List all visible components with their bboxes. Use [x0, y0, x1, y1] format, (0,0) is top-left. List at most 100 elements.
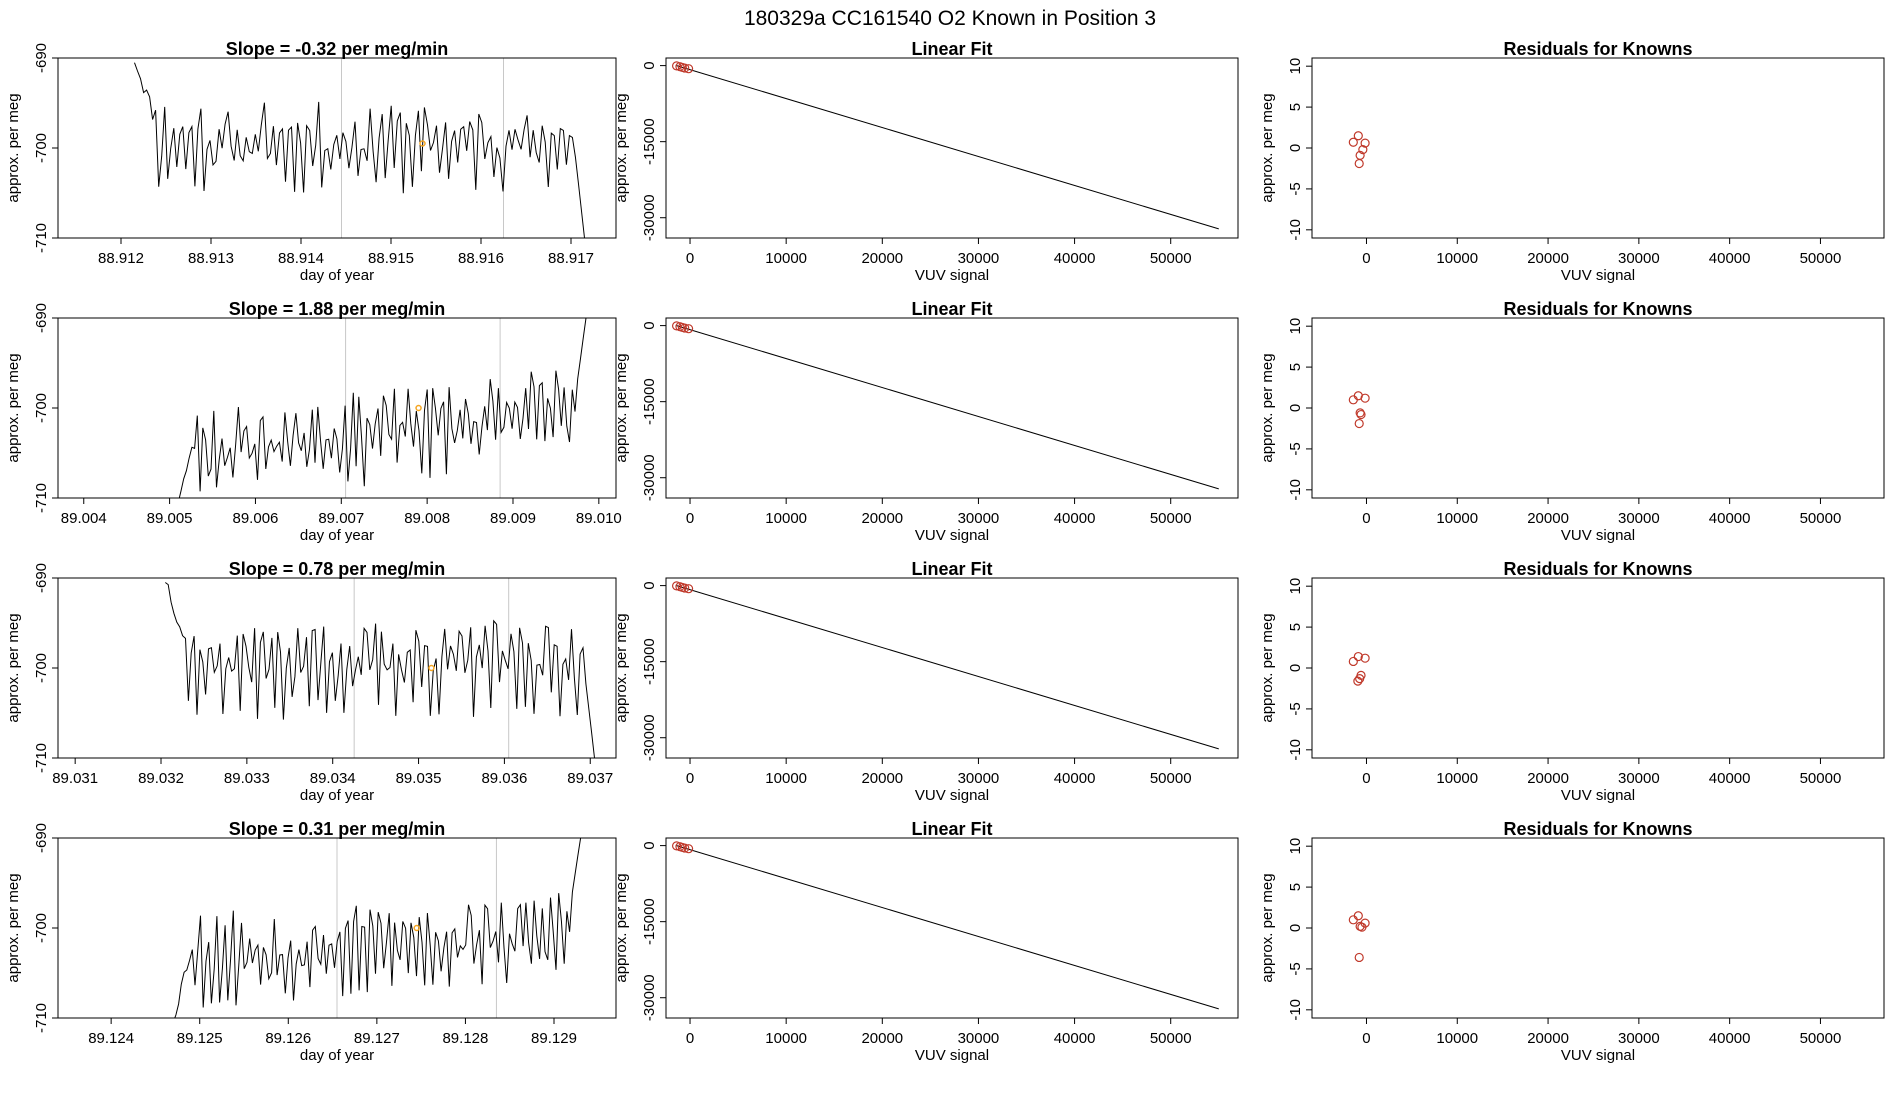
x-tick-label: 50000: [1800, 250, 1842, 267]
y-axis-label: approx. per meg: [5, 93, 22, 202]
panel-time-1: Slope = -0.32 per meg/min 88.912 88.913 88.…: [5, 39, 617, 284]
x-tick-label: 0: [1362, 250, 1370, 267]
x-tick-label: 50000: [1150, 250, 1192, 267]
x-tick-label: 20000: [861, 250, 903, 267]
x-tick-label: 20000: [861, 1030, 903, 1047]
x-tick-label: 50000: [1800, 1030, 1842, 1047]
y-axis-label: approx. per meg: [613, 353, 630, 462]
data-point: [671, 321, 682, 331]
mean-marker: [415, 404, 422, 412]
x-tick-label: 50000: [1800, 510, 1842, 527]
plot-frame: [1311, 837, 1885, 1019]
data-point: [1355, 408, 1365, 418]
data-point: [1348, 395, 1358, 405]
fit-line: [676, 845, 1219, 1010]
panel-title: Linear Fit: [911, 39, 992, 59]
data-point: [680, 843, 690, 853]
plot-frame: [57, 57, 617, 239]
mean-marker: [428, 664, 435, 672]
x-axis-label: VUV signal: [1561, 527, 1635, 544]
y-axis-label: approx. per meg: [1259, 613, 1276, 722]
panel-fit-2: Linear Fit 0 10000 20000 30000 40000 50000 0 -15…: [613, 299, 1239, 544]
x-axis-label: VUV signal: [915, 267, 989, 284]
data-point: [1354, 952, 1364, 963]
y-tick-label: -5: [1287, 442, 1304, 455]
x-axis-label: VUV signal: [915, 527, 989, 544]
x-tick-label: 89.129: [531, 1030, 577, 1047]
plot-area: [174, 838, 582, 1018]
panel-resid-2: Residuals for Knowns 0 10000 20000 30000 4000…: [1259, 299, 1885, 544]
x-tick-label: 0: [1362, 770, 1370, 787]
y-tick-label: -710: [33, 743, 50, 773]
plot-frame: [57, 577, 617, 759]
panel-title: Slope = 1.88 per meg/min: [229, 299, 446, 319]
y-tick-label: -30000: [641, 714, 658, 761]
y-tick-label: 10: [1287, 318, 1304, 335]
plot-area: [165, 578, 595, 758]
x-axis-label: day of year: [300, 1047, 374, 1064]
y-tick-label: -690: [33, 823, 50, 853]
data-point: [1356, 409, 1366, 420]
data-point: [680, 63, 690, 73]
fit-line: [676, 65, 1219, 230]
x-tick-label: 20000: [861, 510, 903, 527]
y-tick-label: -710: [33, 483, 50, 513]
x-tick-label: 0: [686, 250, 694, 267]
x-tick-label: 89.036: [481, 770, 527, 787]
x-axis-label: VUV signal: [915, 787, 989, 804]
x-axis-label: day of year: [300, 787, 374, 804]
data-line: [178, 318, 587, 498]
x-tick-label: 40000: [1709, 770, 1751, 787]
x-tick-label: 40000: [1709, 250, 1751, 267]
x-tick-label: 89.125: [177, 1030, 223, 1047]
x-tick-label: 0: [686, 770, 694, 787]
y-tick-label: -690: [33, 563, 50, 593]
y-axis-label: approx. per meg: [5, 613, 22, 722]
y-tick-label: 5: [1287, 103, 1304, 111]
data-point: [1360, 918, 1370, 928]
x-tick-label: 20000: [1527, 510, 1569, 527]
data-point: [1360, 393, 1370, 403]
panel-title: Residuals for Knowns: [1503, 819, 1692, 839]
panel-fit-4: Linear Fit 0 10000 20000 30000 40000 50000 0 -15…: [613, 819, 1239, 1064]
plot-frame: [57, 837, 617, 1019]
panel-time-2: Slope = 1.88 per meg/min 89.004 89.005 89.0…: [5, 299, 622, 544]
panel-resid-1: Residuals for Knowns 0 10000 20000 30000 4000…: [1259, 39, 1885, 284]
y-tick-label: -5: [1287, 182, 1304, 195]
x-tick-label: 30000: [958, 770, 1000, 787]
x-tick-label: 89.004: [61, 510, 107, 527]
y-tick-label: -15000: [641, 898, 658, 945]
y-axis-label: approx. per meg: [1259, 873, 1276, 982]
x-tick-label: 40000: [1054, 250, 1096, 267]
data-line: [134, 62, 585, 238]
x-tick-label: 89.034: [310, 770, 356, 787]
x-tick-label: 40000: [1054, 510, 1096, 527]
data-point: [1354, 158, 1364, 169]
plot-frame: [1311, 317, 1885, 499]
x-tick-label: 89.031: [52, 770, 98, 787]
plot-frame: [665, 57, 1239, 239]
data-point: [1355, 674, 1365, 684]
panel-title: Residuals for Knowns: [1503, 39, 1692, 59]
data-point: [671, 581, 682, 591]
x-tick-label: 89.009: [490, 510, 536, 527]
y-tick-label: 0: [641, 321, 658, 329]
data-point: [683, 324, 694, 334]
x-tick-label: 40000: [1054, 1030, 1096, 1047]
y-tick-label: 10: [1287, 58, 1304, 75]
x-tick-label: 0: [1362, 1030, 1370, 1047]
x-tick-label: 10000: [765, 770, 807, 787]
y-tick-label: -15000: [641, 638, 658, 685]
plot-frame: [1311, 57, 1885, 239]
x-tick-label: 0: [686, 1030, 694, 1047]
x-tick-label: 40000: [1709, 1030, 1751, 1047]
y-axis-label: approx. per meg: [5, 353, 22, 462]
x-tick-label: 89.005: [147, 510, 193, 527]
data-point: [1348, 137, 1358, 147]
y-tick-label: -15000: [641, 378, 658, 425]
y-tick-label: -700: [33, 133, 50, 163]
plot-frame: [665, 837, 1239, 1019]
x-axis-label: VUV signal: [1561, 267, 1635, 284]
y-tick-label: 5: [1287, 623, 1304, 631]
